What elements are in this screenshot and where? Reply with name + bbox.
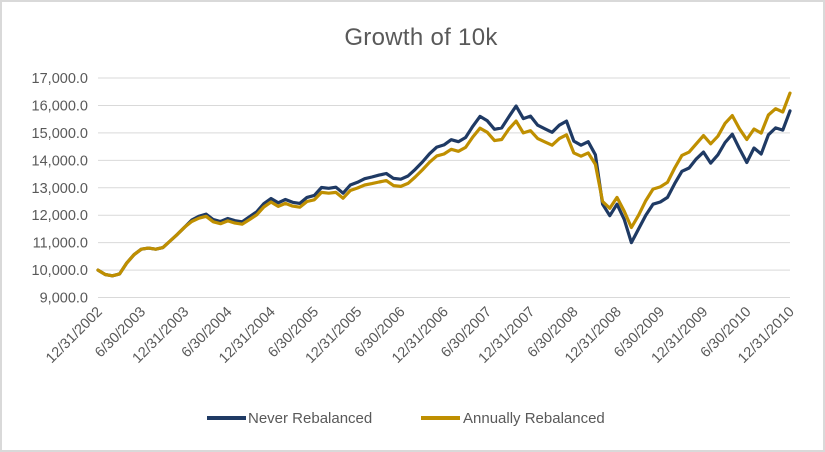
legend: Never Rebalanced Annually Rebalanced	[207, 410, 605, 427]
y-tick-label: 14,000.0	[32, 153, 88, 169]
y-tick-label: 11,000.0	[33, 236, 88, 252]
y-gridlines	[98, 77, 790, 298]
y-tick-label: 15,000.0	[32, 126, 88, 142]
y-axis-labels: 9,000.0 10,000.0 11,000.0 12,000.0 13,000.0 1…	[32, 71, 88, 307]
y-tick-label: 10,000.0	[32, 263, 88, 279]
y-tick-label: 16,000.0	[32, 98, 88, 114]
x-tick-label: 12/31/2002	[43, 304, 106, 367]
legend-item-annually-rebalanced[interactable]: Annually Rebalanced	[421, 410, 605, 427]
y-tick-label: 17,000.0	[32, 71, 88, 87]
x-axis-labels: 12/31/20026/30/200312/31/20036/30/200412…	[43, 304, 798, 367]
legend-label-annually-rebalanced: Annually Rebalanced	[463, 410, 605, 427]
y-tick-label: 9,000.0	[40, 291, 88, 307]
y-tick-label: 13,000.0	[32, 181, 88, 197]
series-line-never-rebalanced	[96, 104, 792, 278]
legend-label-never-rebalanced: Never Rebalanced	[248, 410, 372, 427]
series-lines	[96, 91, 792, 278]
legend-item-never-rebalanced[interactable]: Never Rebalanced	[207, 410, 372, 427]
series-line-annually-rebalanced	[96, 91, 792, 278]
y-tick-label: 12,000.0	[32, 208, 88, 224]
chart-title: Growth of 10k	[344, 24, 498, 51]
